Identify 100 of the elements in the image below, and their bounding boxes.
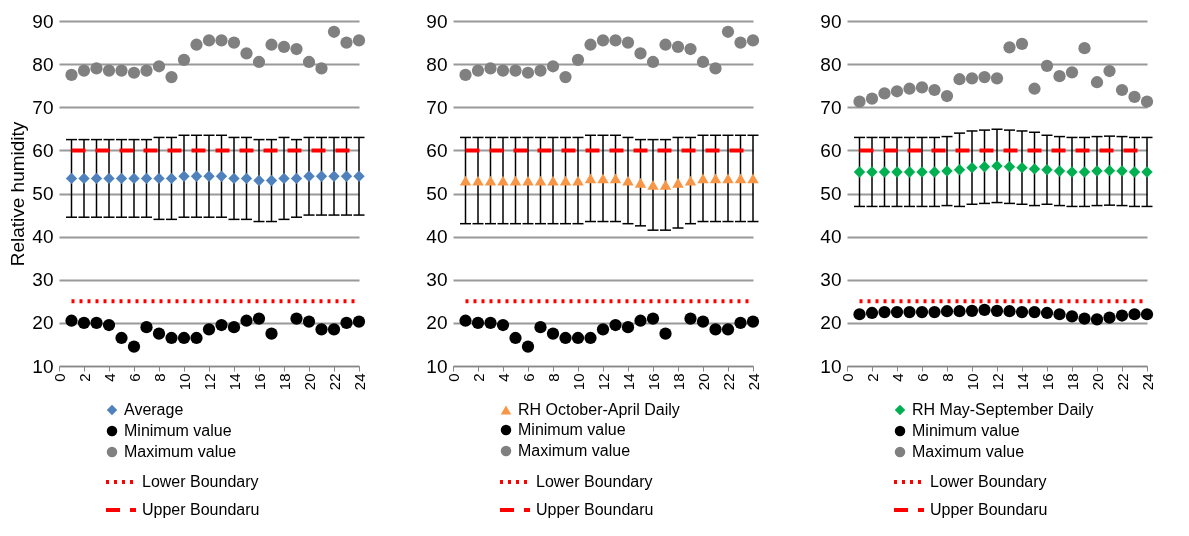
point: [353, 170, 365, 182]
x-tick-label: 10: [963, 373, 981, 391]
x-tick-label: 16: [1038, 373, 1056, 391]
point: [546, 327, 560, 340]
point: [953, 164, 966, 176]
point: [1015, 305, 1029, 319]
point: [978, 161, 991, 173]
point: [202, 323, 216, 336]
point: [509, 64, 522, 77]
point: [597, 173, 609, 184]
point: [953, 73, 966, 86]
legend-label: Minimum value: [518, 421, 626, 438]
legend-label: Upper Boundaru: [930, 501, 1048, 518]
point: [903, 305, 916, 319]
point: [647, 179, 659, 190]
y-tick-label: 70: [820, 96, 842, 118]
point: [659, 327, 672, 340]
point: [290, 172, 303, 185]
point: [496, 64, 510, 77]
point: [1041, 164, 1053, 176]
point: [509, 331, 522, 345]
point: [734, 316, 747, 329]
y-tick-label: 30: [426, 269, 448, 291]
point: [140, 172, 153, 185]
y-tick-label: 50: [426, 183, 448, 204]
point: [709, 323, 722, 336]
point: [1065, 66, 1079, 79]
x-tick-label: 22: [719, 373, 737, 391]
point: [659, 38, 672, 51]
point: [1028, 305, 1041, 319]
x-tick-label: 20: [1088, 373, 1106, 391]
point: [277, 40, 291, 53]
point: [265, 174, 278, 187]
x-tick-label: 24: [1138, 373, 1156, 391]
y-tick-label: 20: [32, 312, 54, 334]
point: [177, 331, 191, 345]
point: [265, 327, 278, 340]
point: [472, 175, 484, 186]
point: [966, 161, 978, 174]
x-tick-label: 6: [519, 373, 537, 382]
point: [865, 306, 879, 320]
x-tick-label: 20: [300, 373, 318, 391]
point: [90, 62, 103, 75]
point: [534, 321, 547, 334]
y-tick-label: 50: [820, 183, 842, 204]
y-tick-label: 20: [820, 312, 842, 334]
point: [547, 175, 559, 186]
point: [1053, 70, 1066, 83]
x-tick-label: 12: [988, 373, 1006, 391]
point: [916, 166, 928, 178]
point: [459, 68, 472, 82]
point: [115, 172, 128, 185]
point: [1128, 308, 1141, 321]
point: [484, 62, 497, 75]
point: [153, 172, 165, 185]
point: [1115, 83, 1129, 97]
point: [940, 89, 954, 103]
point: [941, 165, 953, 177]
point: [103, 172, 115, 185]
point: [621, 321, 635, 334]
y-tick-label: 90: [820, 10, 842, 32]
y-tick-label: 20: [426, 312, 448, 334]
point: [721, 323, 735, 336]
point: [1140, 95, 1154, 108]
x-tick-label: 8: [938, 373, 956, 382]
point: [1028, 163, 1041, 175]
point: [227, 36, 241, 49]
point: [965, 304, 979, 317]
point: [140, 321, 153, 334]
point: [78, 172, 90, 185]
legend-label: RH October-April Daily: [518, 401, 680, 418]
point: [327, 25, 341, 38]
point: [127, 340, 141, 353]
point: [290, 312, 303, 325]
point: [584, 38, 597, 51]
point: [302, 55, 316, 69]
y-tick-label: 80: [426, 53, 448, 75]
x-tick-label: 4: [494, 373, 512, 382]
x-tick-label: 12: [200, 373, 218, 391]
point: [978, 303, 991, 317]
point: [878, 166, 891, 178]
point: [990, 304, 1004, 317]
point: [340, 170, 353, 182]
point: [1116, 165, 1128, 177]
point: [878, 305, 891, 319]
point: [1115, 309, 1129, 322]
point: [77, 64, 91, 77]
point: [521, 66, 535, 79]
legend-label: Average: [124, 401, 184, 418]
point: [1103, 64, 1116, 78]
point: [659, 179, 672, 190]
point: [178, 170, 190, 182]
point: [128, 172, 140, 185]
point: [559, 175, 572, 186]
point: [903, 82, 916, 95]
x-tick-label: 10: [569, 373, 587, 391]
point: [891, 166, 903, 178]
point: [328, 170, 340, 182]
point: [190, 170, 203, 182]
point: [165, 331, 178, 345]
